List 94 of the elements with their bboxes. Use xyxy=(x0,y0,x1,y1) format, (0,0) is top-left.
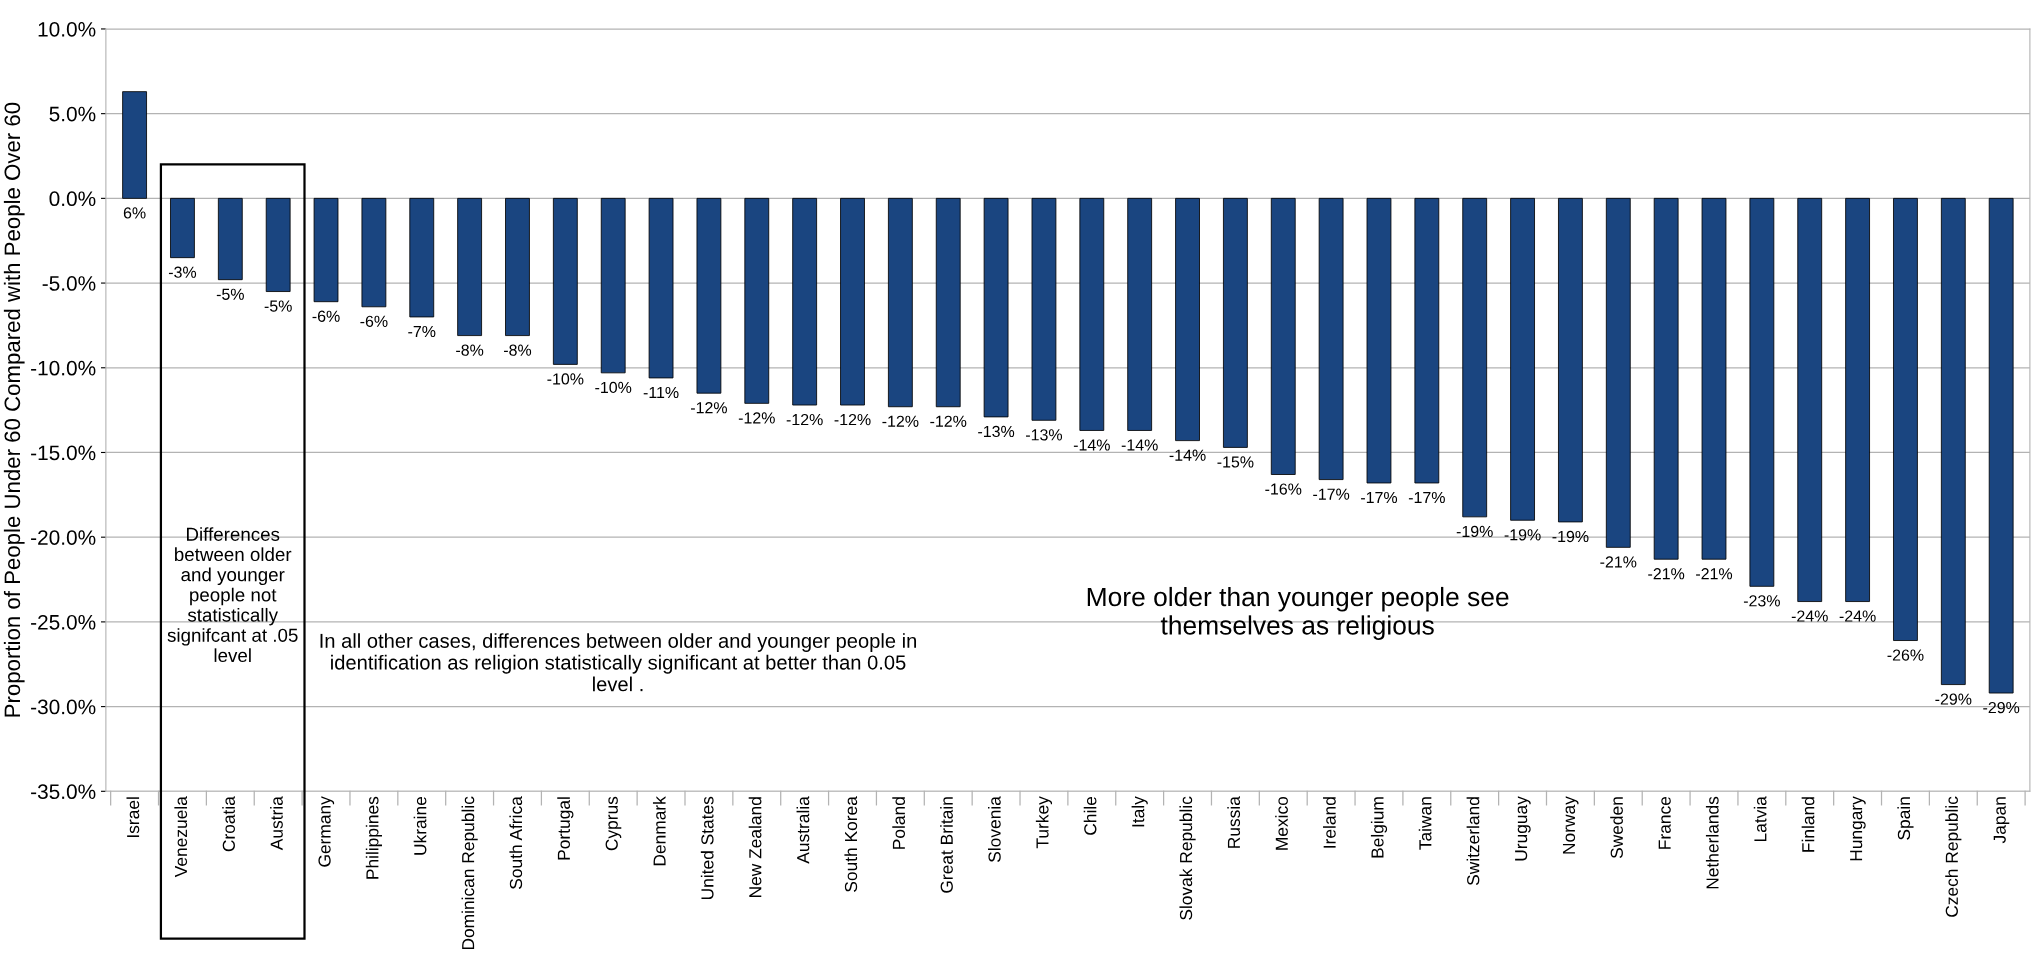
y-tick-label: -30.0% xyxy=(31,699,96,715)
data-label: -6% xyxy=(360,315,388,327)
data-label: -19% xyxy=(1456,525,1493,538)
data-label: -17% xyxy=(1361,491,1398,504)
data-label: -14% xyxy=(1073,439,1110,451)
y-tick-label: -5.0% xyxy=(42,276,96,291)
x-tick-label: Belgium xyxy=(1370,797,1388,858)
y-tick-label: 5.0% xyxy=(49,106,96,122)
x-tick-label: Latvia xyxy=(1753,796,1767,842)
data-label: -11% xyxy=(643,386,679,399)
data-label: -19% xyxy=(1504,529,1541,541)
x-tick-label: New Zealand xyxy=(748,797,762,898)
x-tick-label: Germany xyxy=(318,796,335,867)
x-tick-label: Czech Republic xyxy=(1945,796,1962,917)
data-label: -3% xyxy=(168,266,197,278)
data-label: -24% xyxy=(1839,610,1876,622)
y-tick-label: -15.0% xyxy=(31,445,96,461)
x-tick-label: Dominican Republic xyxy=(461,796,478,950)
x-tick-label: Sweden xyxy=(1610,797,1623,859)
data-label: -13% xyxy=(978,425,1015,438)
data-label: 6% xyxy=(123,207,146,219)
data-label: -12% xyxy=(834,413,871,426)
data-label: -12% xyxy=(690,402,727,414)
data-label: -5% xyxy=(216,288,244,300)
x-tick-label: Uruguay xyxy=(1515,796,1531,861)
x-tick-label: Norway xyxy=(1562,796,1579,854)
x-tick-label: France xyxy=(1658,796,1671,849)
data-label: -7% xyxy=(408,325,436,338)
data-label: -17% xyxy=(1408,491,1445,504)
x-tick-label: Philippines xyxy=(365,796,382,879)
data-label: -13% xyxy=(1026,429,1063,441)
y-tick-label: -35.0% xyxy=(31,784,96,800)
data-label: -12% xyxy=(882,415,919,427)
data-label: -10% xyxy=(595,381,632,394)
x-tick-label: Ireland xyxy=(1323,797,1336,848)
x-tick-label: Poland xyxy=(892,797,906,849)
y-tick-label: 0.0% xyxy=(49,191,96,207)
data-label: -21% xyxy=(1600,556,1637,568)
x-tick-label: Turkey xyxy=(1035,796,1053,849)
data-label: -21% xyxy=(1648,568,1685,580)
data-label: -8% xyxy=(456,344,484,356)
x-tick-label: Slovak Republic xyxy=(1179,796,1196,920)
data-label: -26% xyxy=(1887,649,1924,661)
x-tick-label: Taiwan xyxy=(1418,797,1432,850)
x-tick-label: South Africa xyxy=(509,796,523,889)
x-tick-label: Italy xyxy=(1131,796,1148,827)
data-label: -21% xyxy=(1696,568,1733,580)
data-label: -12% xyxy=(738,412,775,424)
x-tick-label: Great Britain xyxy=(940,797,953,893)
x-tick-label: Ukraine xyxy=(413,796,427,855)
x-tick-label: Slovenia xyxy=(988,796,1001,862)
y-tick-label: -25.0% xyxy=(31,614,96,630)
data-label: -10% xyxy=(547,373,584,385)
x-tick-label: Switzerland xyxy=(1466,797,1480,886)
data-label: -19% xyxy=(1552,530,1589,543)
y-tick-label: -10.0% xyxy=(31,360,96,376)
x-tick-label: Netherlands xyxy=(1705,796,1719,889)
data-label: -5% xyxy=(264,300,292,312)
x-tick-label: Finland xyxy=(1801,797,1815,852)
data-label: -16% xyxy=(1265,483,1302,495)
data-label: -8% xyxy=(503,344,532,356)
x-tick-label: Mexico xyxy=(1275,796,1288,850)
x-tick-label: Venezuela xyxy=(174,796,188,878)
data-label: -15% xyxy=(1217,456,1254,468)
x-tick-label: Australia xyxy=(796,796,810,864)
x-tick-label: United States xyxy=(700,796,714,900)
data-label: -12% xyxy=(786,413,823,426)
annotation: In all other cases, differences between older and younger people in identification as religion statistically significant at better than 0.05 level . xyxy=(320,633,917,692)
annotation: More older than younger people see themselves as religious xyxy=(1087,586,1509,640)
data-label: -12% xyxy=(930,415,967,427)
x-tick-label: Denmark xyxy=(652,796,666,866)
data-label: -14% xyxy=(1121,439,1158,451)
x-tick-label: Spain xyxy=(1897,797,1914,840)
x-tick-label: Austria xyxy=(270,796,283,851)
y-tick-label: 10.0% xyxy=(38,21,96,37)
x-tick-label: Russia xyxy=(1227,796,1241,848)
data-label: -6% xyxy=(312,310,340,322)
x-tick-label: Japan xyxy=(1993,797,2010,844)
y-axis-title: Proportion of People Under 60 Compared with People Over 60 xyxy=(3,102,25,717)
x-tick-label: Hungary xyxy=(1850,796,1866,861)
x-tick-label: South Korea xyxy=(844,796,858,892)
data-label: -14% xyxy=(1169,449,1206,461)
data-label: -29% xyxy=(1983,701,2020,714)
y-tick-label: -20.0% xyxy=(31,530,96,545)
data-label: -17% xyxy=(1313,488,1350,500)
data-label: -24% xyxy=(1791,610,1828,622)
data-label: -29% xyxy=(1935,693,1972,705)
annotation: Differences between older and younger people not statistically signifcant at .05 level xyxy=(167,527,298,663)
x-tick-label: Croatia xyxy=(222,796,235,852)
x-tick-label: Israel xyxy=(126,797,140,838)
data-label: -23% xyxy=(1743,595,1780,607)
x-tick-label: Chile xyxy=(1083,796,1097,835)
x-tick-label: Cyprus xyxy=(605,796,622,851)
x-tick-label: Portugal xyxy=(557,797,574,860)
